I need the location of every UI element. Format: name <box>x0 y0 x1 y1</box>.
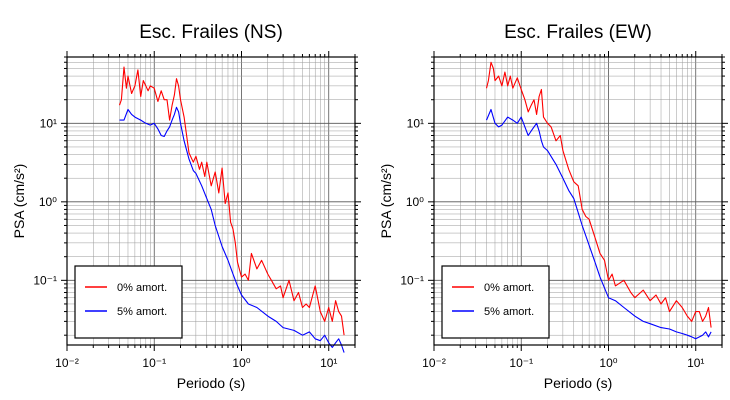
x-tick-label: 10⁻² <box>422 356 446 370</box>
y-axis-label: PSA (cm/s²) <box>378 164 394 239</box>
y-tick-label: 10⁰ <box>406 195 424 209</box>
x-tick-label: 10⁰ <box>232 356 250 370</box>
legend: 0% amort. 5% amort. <box>441 265 550 339</box>
plot-frame <box>433 56 723 346</box>
x-tick-label: 10⁻¹ <box>142 356 166 370</box>
legend: 0% amort. 5% amort. <box>74 265 183 339</box>
y-tick-label: 10⁻¹ <box>400 273 424 287</box>
x-axis-label: Periodo (s) <box>177 375 245 391</box>
plot-frame <box>66 56 356 346</box>
chart-title: Esc. Frailes (EW) <box>504 22 652 43</box>
chart-panel-ew: 10⁻² 10⁻¹ 10⁰ 10¹ 10⁻¹ 10⁰ 10¹ Esc. Frailes (EW… <box>378 22 728 391</box>
y-axis-label: PSA (cm/s²) <box>11 164 27 239</box>
x-tick-label: 10⁻² <box>55 356 79 370</box>
series-line-amort-0 <box>118 66 345 336</box>
x-tick-label: 10¹ <box>320 356 337 370</box>
series-line-amort-5 <box>485 108 712 340</box>
x-axis-label: Periodo (s) <box>544 375 612 391</box>
legend-box <box>441 265 550 339</box>
legend-label: 5% amort. <box>117 306 167 318</box>
legend-label: 0% amort. <box>484 282 534 294</box>
axis-ticks <box>428 51 728 351</box>
legend-label: 5% amort. <box>484 306 534 318</box>
x-tick-label: 10¹ <box>687 356 704 370</box>
chart-title: Esc. Frailes (NS) <box>139 22 283 43</box>
y-tick-label: 10⁻¹ <box>33 273 57 287</box>
axis-ticks <box>61 51 361 351</box>
chart-panel-ns: 10⁻² 10⁻¹ 10⁰ 10¹ 10⁻¹ 10⁰ 10¹ Esc. Frailes (NS… <box>11 22 361 391</box>
x-tick-label: 10⁰ <box>599 356 617 370</box>
series-line-amort-0 <box>485 61 712 328</box>
y-tick-label: 10⁰ <box>39 195 57 209</box>
y-tick-label: 10¹ <box>407 116 424 130</box>
legend-label: 0% amort. <box>117 282 167 294</box>
y-tick-label: 10¹ <box>40 116 57 130</box>
x-tick-label: 10⁻¹ <box>509 356 533 370</box>
legend-box <box>74 265 183 339</box>
series-line-amort-5 <box>119 106 345 353</box>
